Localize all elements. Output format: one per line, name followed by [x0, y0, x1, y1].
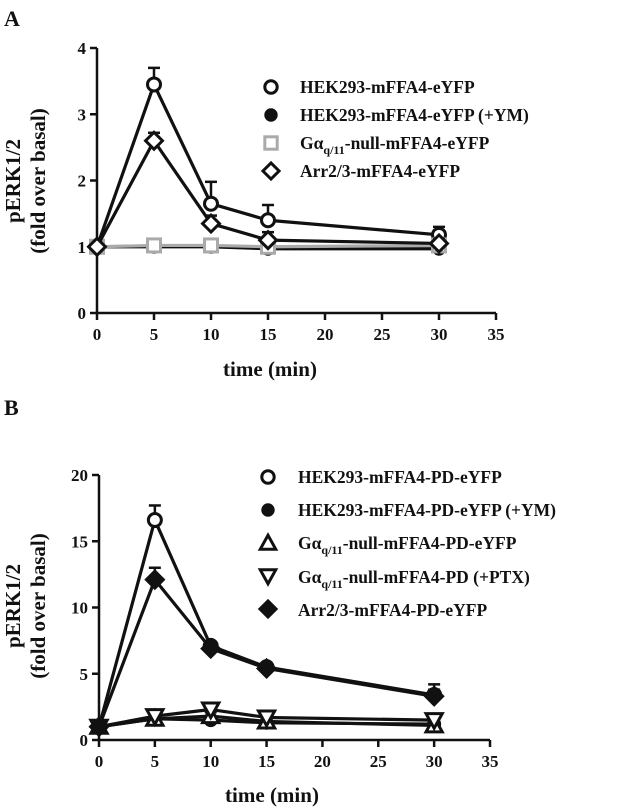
panel-a-x-tick-label: 35 — [488, 325, 505, 344]
panel-a-x-tick-label: 5 — [150, 325, 159, 344]
panel-a-legend-symbol — [263, 79, 279, 95]
panel-b-legend-marker-2 — [257, 532, 279, 551]
panel-b-x-tick-label: 20 — [314, 752, 331, 771]
panel-a-y-tick-label: 0 — [78, 304, 87, 323]
panel-b-y-tick-label: 10 — [71, 599, 88, 618]
panel-a-data-point — [143, 130, 165, 152]
panel-a-legend-marker-2 — [263, 135, 279, 151]
panel-a-plot: 0 1 2 3 4 0 5 10 15 20 25 30 35 — [78, 39, 505, 344]
panel-b-legend-symbol — [257, 568, 279, 587]
panel-b-legend-symbol — [257, 532, 279, 551]
panel-b-legend: HEK293-mFFA4-PD-eYFP HEK293-mFFA4-PD-eYF… — [257, 467, 556, 620]
panel-b-series-3 — [88, 701, 445, 738]
panel-a-legend-marker-3 — [260, 160, 282, 182]
panel-a-y-tick-label: 3 — [78, 105, 87, 124]
panel-a-data-point — [257, 229, 279, 251]
panel-b-x-tick-label: 15 — [258, 752, 275, 771]
panel-b-x-tick-label: 0 — [95, 752, 104, 771]
panel-a-x-tick-label: 0 — [93, 325, 102, 344]
panel-a-data-point — [86, 236, 108, 258]
panel-a-data-point — [203, 195, 219, 212]
panel-a-legend-symbol — [260, 160, 282, 182]
panel-a-x-tick-label: 30 — [431, 325, 448, 344]
panel-b-y-tick-label: 0 — [80, 731, 89, 750]
panel-a-legend: HEK293-mFFA4-eYFP HEK293-mFFA4-eYFP (+YM… — [260, 77, 529, 182]
panel-b-legend-marker-4 — [257, 598, 279, 620]
panel-a-ylabel-line2: (fold over basal) — [26, 108, 50, 253]
panel-b-data-point — [200, 701, 222, 721]
panel-b-x-tick-label: 25 — [370, 752, 387, 771]
panel-a-legend-marker-0 — [263, 79, 279, 95]
panel-a-letter: A — [4, 6, 20, 31]
panel-a-y-tick-label: 2 — [78, 172, 87, 191]
panel-b-data-point — [423, 712, 445, 732]
panel-b-legend-marker-3 — [257, 568, 279, 587]
panel-b-x-tick-label: 5 — [151, 752, 160, 771]
panel-a-data-point — [260, 212, 276, 229]
panel-a-y-tick-label: 4 — [78, 39, 87, 58]
panel-b-legend-symbol — [257, 598, 279, 620]
panel-a-legend-symbol — [263, 135, 279, 151]
panel-a: A pERK1/2 (fold over basal) 0 1 2 3 4 0 5 10 15 2… — [1, 6, 529, 381]
panel-b-xlabel: time (min) — [225, 783, 319, 807]
panel-a-legend-label-0: HEK293-mFFA4-eYFP — [300, 77, 475, 97]
panel-a-data-point — [200, 212, 222, 235]
panel-a-data-point — [428, 232, 450, 255]
panel-b-data-point — [423, 685, 445, 707]
panel-b-ylabel-line2: (fold over basal) — [26, 533, 50, 678]
panel-a-legend-symbol — [264, 108, 278, 122]
panel-b-plot: 0 5 10 15 20 0 5 10 15 20 25 30 35 — [71, 466, 499, 771]
panel-b-data-point — [256, 657, 278, 680]
panel-b-legend-label-0: HEK293-mFFA4-PD-eYFP — [298, 467, 502, 487]
panel-b-data-point — [200, 638, 222, 660]
panel-a-xlabel: time (min) — [223, 357, 317, 381]
panel-a-x-tick-label: 20 — [317, 325, 334, 344]
panel-b-series-4 — [88, 566, 445, 738]
panel-b-data-point — [144, 708, 166, 728]
panel-a-series-3 — [86, 130, 450, 258]
panel-b-x-tick-label: 30 — [426, 752, 443, 771]
panel-a-y-tick-label: 1 — [78, 238, 87, 257]
panel-a-x-tick-label: 10 — [203, 325, 220, 344]
panel-b-data-point — [88, 716, 110, 738]
panel-a-legend-marker-1 — [264, 108, 278, 122]
panel-a-ylabel-line1: pERK1/2 — [1, 139, 25, 223]
panel-b-legend-label-1: HEK293-mFFA4-PD-eYFP (+YM) — [298, 500, 556, 520]
panel-b-data-point — [255, 709, 278, 729]
panel-a-x-tick-label: 25 — [374, 325, 391, 344]
panel-b-y-tick-label: 20 — [71, 466, 88, 485]
panel-b-x-tick-label: 35 — [482, 752, 499, 771]
panel-b-legend-marker-1 — [261, 503, 275, 517]
panel-b-y-tick-label: 15 — [71, 532, 88, 551]
panel-a-legend-label-2: Gαq/11-null-mFFA4-eYFP — [300, 133, 490, 157]
panel-a-data-point — [203, 237, 219, 254]
panel-b-data-point — [146, 512, 163, 529]
panel-b-data-point — [144, 569, 166, 591]
panel-b-legend-symbol — [260, 469, 276, 485]
panel-b-legend-marker-0 — [260, 469, 276, 485]
panel-b-legend-label-3: Gαq/11-null-mFFA4-PD (+PTX) — [298, 567, 530, 591]
panel-b-legend-label-4: Arr2/3-mFFA4-PD-eYFP — [298, 600, 487, 620]
panel-a-x-tick-label: 15 — [260, 325, 277, 344]
panel-a-legend-label-3: Arr2/3-mFFA4-eYFP — [300, 161, 460, 181]
panel-b-y-tick-label: 5 — [80, 665, 89, 684]
panel-b-ylabel-line1: pERK1/2 — [1, 564, 25, 648]
panel-a-data-point — [146, 76, 162, 93]
panel-b-x-tick-label: 10 — [202, 752, 219, 771]
panel-b: B pERK1/2 (fold over basal) 0 5 10 15 20 0 5 10… — [1, 395, 556, 807]
panel-a-legend-label-1: HEK293-mFFA4-eYFP (+YM) — [300, 105, 529, 125]
panel-b-legend-symbol — [261, 503, 275, 517]
panel-b-letter: B — [4, 395, 19, 420]
panel-a-data-point — [146, 237, 162, 254]
panel-b-legend-label-2: Gαq/11-null-mFFA4-PD-eYFP — [298, 533, 517, 557]
